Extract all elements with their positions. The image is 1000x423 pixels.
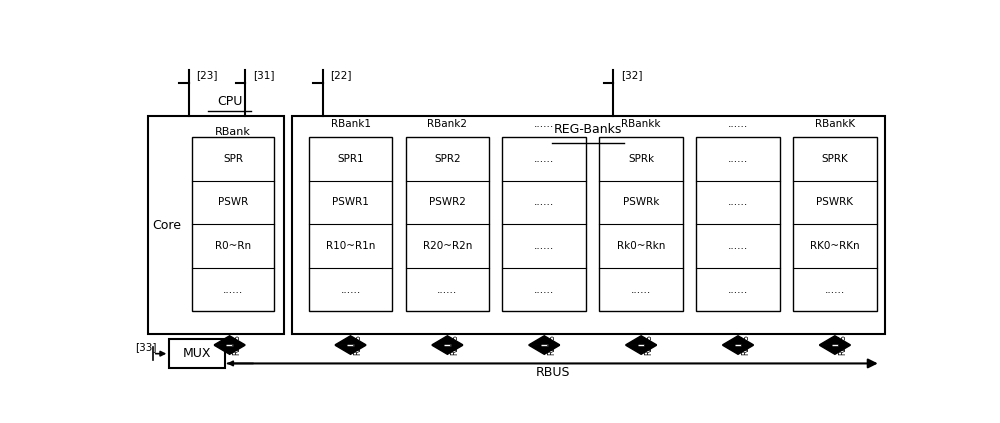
FancyBboxPatch shape	[148, 116, 284, 334]
Text: ......: ......	[534, 285, 554, 294]
FancyBboxPatch shape	[793, 137, 877, 311]
Polygon shape	[214, 345, 245, 354]
Text: ......: ......	[223, 285, 243, 294]
Text: CPU: CPU	[217, 95, 242, 108]
Text: [23]: [23]	[196, 70, 218, 80]
Text: SPRk: SPRk	[628, 154, 654, 164]
Text: RBUS: RBUS	[644, 335, 653, 355]
Polygon shape	[723, 336, 754, 345]
Text: SPR1: SPR1	[337, 154, 364, 164]
Text: ......: ......	[534, 241, 554, 251]
Text: ......: ......	[534, 154, 554, 164]
Text: RBankk: RBankk	[621, 119, 661, 129]
Text: RBank2: RBank2	[427, 119, 467, 129]
Text: ......: ......	[728, 285, 748, 294]
FancyBboxPatch shape	[696, 137, 780, 311]
Text: RBankK: RBankK	[815, 119, 855, 129]
Text: RK0~RKn: RK0~RKn	[810, 241, 860, 251]
Text: ......: ......	[340, 285, 361, 294]
Polygon shape	[335, 336, 366, 345]
Polygon shape	[626, 345, 657, 354]
Polygon shape	[335, 345, 366, 354]
Text: PSWR: PSWR	[218, 198, 248, 207]
Text: MUX: MUX	[183, 347, 211, 360]
Text: RBUS: RBUS	[354, 335, 363, 355]
Text: ......: ......	[728, 241, 748, 251]
Text: RBank: RBank	[214, 127, 250, 137]
FancyBboxPatch shape	[599, 137, 683, 311]
Text: Core: Core	[152, 219, 181, 231]
Text: ......: ......	[437, 285, 458, 294]
Text: ......: ......	[534, 119, 554, 129]
Text: RBUS: RBUS	[741, 335, 750, 355]
Text: RBUS: RBUS	[536, 366, 570, 379]
Text: RBUS: RBUS	[547, 335, 556, 355]
Text: REG-Banks: REG-Banks	[554, 123, 622, 136]
Polygon shape	[432, 336, 463, 345]
Text: ......: ......	[728, 198, 748, 207]
FancyBboxPatch shape	[309, 137, 392, 311]
Text: ......: ......	[534, 198, 554, 207]
Polygon shape	[819, 336, 850, 345]
Text: [31]: [31]	[253, 70, 274, 80]
FancyBboxPatch shape	[502, 137, 586, 311]
FancyBboxPatch shape	[292, 116, 885, 334]
Text: R10~R1n: R10~R1n	[326, 241, 375, 251]
Text: PSWRk: PSWRk	[623, 198, 659, 207]
Text: [32]: [32]	[621, 70, 642, 80]
FancyBboxPatch shape	[169, 339, 225, 368]
Text: PSWR1: PSWR1	[332, 198, 369, 207]
Text: ......: ......	[728, 119, 748, 129]
Polygon shape	[626, 336, 657, 345]
Text: [22]: [22]	[330, 70, 352, 80]
Text: R0~Rn: R0~Rn	[215, 241, 251, 251]
Text: SPRK: SPRK	[822, 154, 848, 164]
Polygon shape	[723, 345, 754, 354]
Text: RBUS: RBUS	[450, 335, 460, 355]
Polygon shape	[432, 345, 463, 354]
Text: RBUS: RBUS	[838, 335, 847, 355]
FancyBboxPatch shape	[192, 137, 274, 311]
FancyBboxPatch shape	[406, 137, 489, 311]
Polygon shape	[529, 336, 560, 345]
Text: RBank1: RBank1	[331, 119, 371, 129]
Text: PSWR2: PSWR2	[429, 198, 466, 207]
Polygon shape	[529, 345, 560, 354]
Text: SPR2: SPR2	[434, 154, 461, 164]
Polygon shape	[214, 336, 245, 345]
Text: PSWRK: PSWRK	[816, 198, 853, 207]
Text: SPR: SPR	[223, 154, 243, 164]
Text: R20~R2n: R20~R2n	[423, 241, 472, 251]
Text: ......: ......	[728, 154, 748, 164]
Text: Rk0~Rkn: Rk0~Rkn	[617, 241, 665, 251]
Text: ......: ......	[825, 285, 845, 294]
Text: [33]: [33]	[135, 342, 157, 352]
Polygon shape	[819, 345, 850, 354]
Text: ......: ......	[631, 285, 651, 294]
Text: RBUS: RBUS	[233, 335, 242, 355]
